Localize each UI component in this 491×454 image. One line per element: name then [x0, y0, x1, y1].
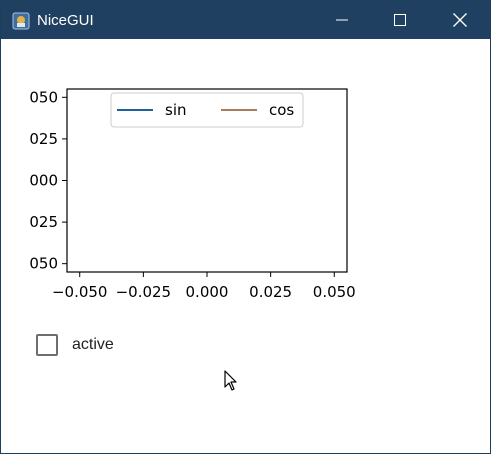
- line-plot: −0.050 −0.025 0.000 0.025 0.050 050 025 000 025 0…: [29, 88, 356, 301]
- y-tick-label: 025: [29, 130, 58, 148]
- minimize-button[interactable]: [313, 1, 371, 39]
- close-button[interactable]: [431, 1, 489, 39]
- maximize-icon: [394, 14, 406, 26]
- minimize-icon: [336, 19, 348, 21]
- page-content: −0.050 −0.025 0.000 0.025 0.050 050 025 000 025 0…: [1, 39, 490, 453]
- y-tick-label: 000: [29, 172, 58, 190]
- legend-label: cos: [269, 101, 294, 119]
- title-bar[interactable]: NiceGUI: [1, 1, 490, 39]
- x-tick-label: 0.025: [249, 283, 292, 301]
- x-tick-label: 0.050: [313, 283, 356, 301]
- mouse-cursor-icon: [224, 370, 237, 391]
- close-icon: [453, 13, 467, 27]
- active-checkbox-row[interactable]: active: [36, 332, 114, 358]
- maximize-button[interactable]: [371, 1, 429, 39]
- active-checkbox[interactable]: [36, 334, 58, 356]
- y-tick-label: 050: [29, 88, 58, 106]
- x-tick-label: 0.000: [186, 283, 229, 301]
- y-tick-label: 050: [29, 255, 58, 273]
- app-icon: [12, 12, 30, 30]
- checkbox-label: active: [72, 336, 114, 353]
- y-tick-label: 025: [29, 213, 58, 231]
- x-tick-label: −0.025: [116, 283, 172, 301]
- legend-label: sin: [165, 101, 187, 119]
- window-title: NiceGUI: [37, 12, 94, 29]
- legend-box: [110, 92, 304, 128]
- x-tick-label: −0.050: [52, 283, 108, 301]
